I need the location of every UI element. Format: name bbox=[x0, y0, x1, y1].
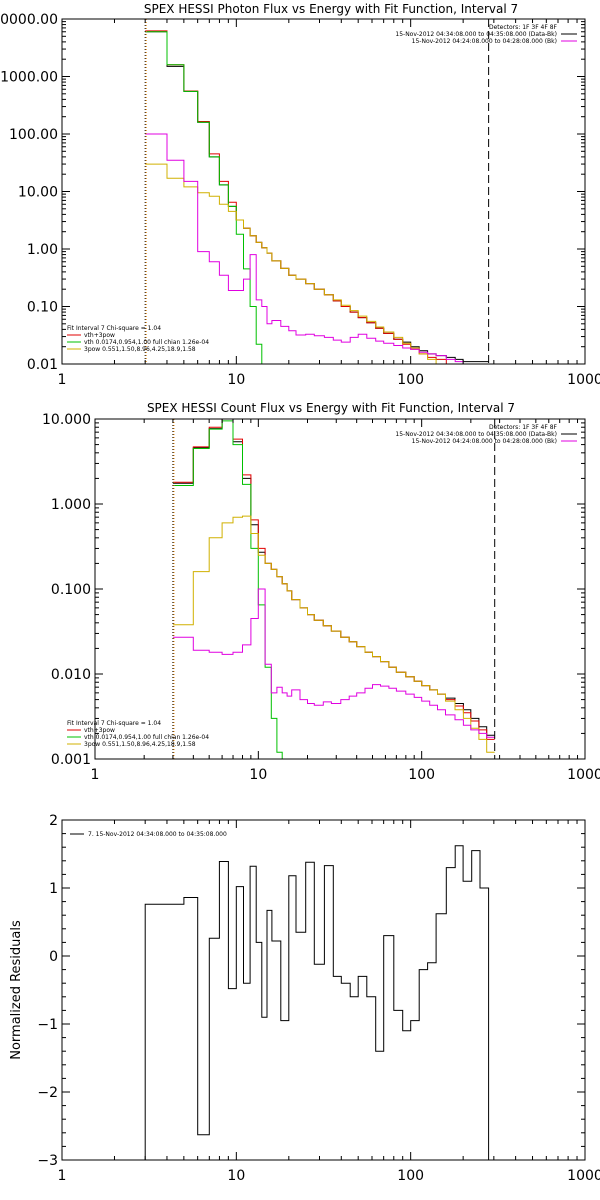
legend-text: Detectors: 1F 3F 4F 8F bbox=[489, 424, 558, 431]
legend-text: 7. 15-Nov-2012 04:34:08.000 to 04:35:08.… bbox=[88, 831, 227, 838]
x-tick-label: 1000 bbox=[567, 372, 600, 388]
residuals-panel: Normalized Residuals 1 10 100 1000 −3 −2 −1 0 1 2… bbox=[9, 813, 600, 1184]
series-line-3pow bbox=[145, 163, 489, 364]
series-line-vth-3pow bbox=[172, 419, 495, 740]
y-tick-label: 10.00 bbox=[18, 185, 58, 201]
y-tick-label: 10.000 bbox=[42, 412, 91, 428]
x-tick-label: 10 bbox=[227, 1168, 245, 1184]
series-group bbox=[144, 845, 490, 1160]
series-line-series-0 bbox=[172, 419, 495, 736]
y-tick-label: −1 bbox=[37, 1017, 58, 1033]
plot-frame bbox=[61, 819, 586, 1161]
x-tick-label: 100 bbox=[397, 1168, 424, 1184]
y-tick-label: 0.001 bbox=[51, 752, 91, 768]
x-tick-label: 1 bbox=[58, 372, 67, 388]
panel2-title: SPEX HESSI Count Flux vs Energy with Fit… bbox=[147, 401, 515, 415]
series-line-vth bbox=[172, 420, 288, 759]
count-flux-panel: SPEX HESSI Count Flux vs Energy with Fit… bbox=[42, 401, 600, 783]
legend-text: 15-Nov-2012 04:24:08.000 to 04:28:08.000… bbox=[412, 438, 557, 445]
series-line-7-15-nov-2012-04-34-08-000-to-04-35-08-000 bbox=[144, 845, 490, 1160]
plot-frame bbox=[94, 418, 586, 760]
plot-frame bbox=[61, 18, 586, 365]
panel2-plot: 1 10 100 1000 0.001 0.010 0.100 1.000 10.000 Dete… bbox=[42, 412, 600, 783]
y-tick-label: 1000.00 bbox=[0, 70, 58, 86]
y-tick-label: 1.000 bbox=[51, 497, 91, 513]
y-tick-label: 0.100 bbox=[51, 582, 91, 598]
x-tick-label: 1000 bbox=[567, 767, 600, 783]
series-line-3pow bbox=[172, 515, 495, 753]
y-tick-label: 0.010 bbox=[51, 667, 91, 683]
fit-legend-text: vth 0.0174,0.954,1.00 full chian 1.26e-0… bbox=[84, 734, 209, 741]
legend-text: 15-Nov-2012 04:34:08.000 to 04:35:08.000… bbox=[395, 31, 557, 38]
series-line-vth bbox=[145, 31, 272, 364]
legend-text: 15-Nov-2012 04:24:08.000 to 04:28:08.000… bbox=[412, 38, 557, 45]
photon-flux-panel: SPEX HESSI Photon Flux vs Energy with Fi… bbox=[0, 2, 600, 388]
series-line-series-0 bbox=[145, 31, 489, 363]
series-line-series-4 bbox=[145, 133, 489, 364]
series-group bbox=[145, 30, 489, 364]
fit-legend-text: 3pow 0.551,1.50,8.96,4.25,18.9,1.58 bbox=[84, 741, 196, 748]
panel3-plot: 1 10 100 1000 −3 −2 −1 0 1 2 7. 15-Nov-2012 04:34:… bbox=[37, 813, 600, 1184]
fit-legend-text: vth 0.0174,0.954,1.00 full chian 1.26e-0… bbox=[84, 339, 209, 346]
fit-legend-title: Fit Interval 7 Chi-square = 1.04 bbox=[67, 720, 161, 727]
y-tick-label: 0.10 bbox=[27, 300, 58, 316]
y-tick-label: 2 bbox=[49, 813, 58, 829]
x-tick-label: 100 bbox=[408, 767, 435, 783]
panel1-title: SPEX HESSI Photon Flux vs Energy with Fi… bbox=[144, 2, 518, 16]
y-tick-label: 1.00 bbox=[27, 242, 58, 258]
fit-legend-title: Fit Interval 7 Chi-square = 1.04 bbox=[67, 325, 161, 332]
y-tick-label: −3 bbox=[37, 1153, 58, 1169]
fit-legend-text: 3pow 0.551,1.50,8.96,4.25,18.9,1.58 bbox=[84, 346, 196, 353]
x-tick-label: 100 bbox=[397, 372, 424, 388]
x-tick-label: 1 bbox=[91, 767, 100, 783]
y-tick-label: 1 bbox=[49, 881, 58, 897]
legend-text: Detectors: 1F 3F 4F 8F bbox=[489, 24, 558, 31]
legend-text: 15-Nov-2012 04:34:08.000 to 04:35:08.000… bbox=[395, 431, 557, 438]
fit-legend-text: vth+3pow bbox=[84, 332, 115, 339]
x-tick-label: 1 bbox=[58, 1168, 67, 1184]
y-tick-label: −2 bbox=[37, 1085, 58, 1101]
series-line-vth-3pow bbox=[145, 30, 489, 364]
series-group bbox=[172, 419, 495, 759]
fit-legend-text: vth+3pow bbox=[84, 727, 115, 734]
x-tick-label: 1000 bbox=[567, 1168, 600, 1184]
x-tick-label: 10 bbox=[249, 767, 267, 783]
x-tick-label: 10 bbox=[227, 372, 245, 388]
panel1-plot: 1 10 100 1000 0.01 0.10 1.00 10.00 100.00 1000.00… bbox=[0, 12, 600, 388]
panel3-ylabel: Normalized Residuals bbox=[9, 920, 24, 1060]
y-tick-label: 0 bbox=[49, 949, 58, 965]
y-tick-label: 100.00 bbox=[9, 127, 58, 143]
series-line-series-4 bbox=[172, 588, 495, 738]
y-tick-label: 0.01 bbox=[27, 357, 58, 373]
